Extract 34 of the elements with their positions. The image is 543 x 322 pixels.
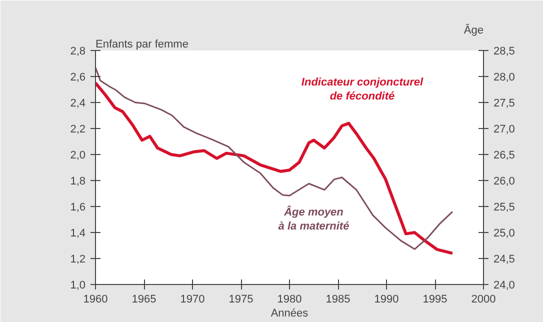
y-tick-label: 2,0 <box>70 150 86 162</box>
y-tick-label: 1,4 <box>70 228 86 240</box>
x-tick-label: 1975 <box>228 294 254 306</box>
x-tick-label: 1965 <box>132 294 156 306</box>
text: Indicateur conjoncturel de fécondité <box>301 76 424 103</box>
y2-tick-label: 25,0 <box>494 228 515 240</box>
x-tick-label: 1980 <box>277 294 302 306</box>
y2-axis-title: Âge <box>464 24 484 36</box>
y-tick-label: 1,2 <box>70 254 86 266</box>
x-tick-label: 1985 <box>326 294 350 306</box>
x-tick-label: 1990 <box>374 294 399 306</box>
y2-tick-label: 24,0 <box>494 280 515 292</box>
x-axis-title: Années <box>270 308 309 320</box>
x-tick-label: 1995 <box>422 294 448 306</box>
y2-tick-label: 24,5 <box>494 254 515 266</box>
y-tick-label: 2,6 <box>70 72 86 84</box>
y2-tick-label: 27,5 <box>494 98 515 110</box>
y2-tick-label: 28,5 <box>494 46 515 58</box>
y2-tick-label: 26,0 <box>494 176 515 188</box>
x-tick-label: 1970 <box>180 294 205 306</box>
x-tick-label: 1960 <box>83 294 108 306</box>
y-tick-label: 1,0 <box>70 280 86 292</box>
y-tick-label: 2,4 <box>70 98 86 110</box>
y2-tick-label: 28,0 <box>494 72 515 84</box>
y-tick-label: 2,8 <box>70 46 86 58</box>
series-label: Âge moyen à la maternité <box>278 205 350 233</box>
y-tick-label: 2,2 <box>70 124 86 136</box>
y2-tick-label: 25,5 <box>494 202 515 214</box>
y-tick-label: 1,6 <box>70 202 86 214</box>
y2-tick-label: 26,5 <box>494 150 515 162</box>
y-tick-label: 1,8 <box>70 176 86 188</box>
x-tick-label: 2000 <box>471 294 496 306</box>
y2-tick-label: 27,0 <box>494 124 515 136</box>
y-axis-title: Enfants par femme <box>96 38 188 50</box>
